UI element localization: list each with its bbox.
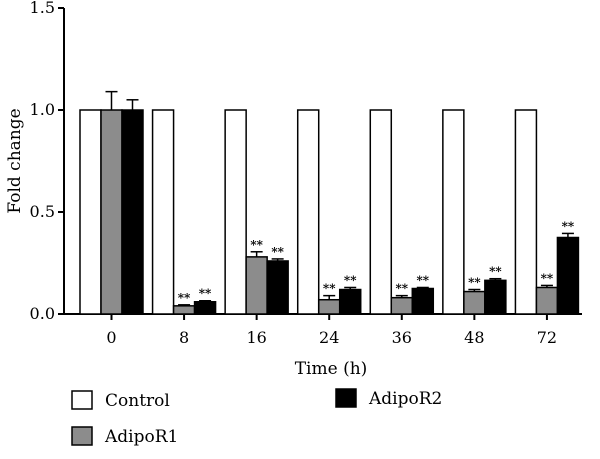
- bar-adipor1-36: [390, 296, 414, 315]
- significance-marker-adipor1-48: **: [468, 276, 481, 290]
- x-tick-label: 24: [319, 328, 339, 347]
- legend-label-control: Control: [105, 391, 170, 411]
- bar-adipor2-16: [266, 260, 289, 315]
- significance-marker-adipor1-36: **: [396, 282, 409, 296]
- y-axis-title: Fold change: [5, 108, 25, 213]
- x-tick-label: 36: [392, 328, 412, 347]
- bar-control-8: [151, 109, 175, 315]
- bar-control-36: [369, 109, 393, 315]
- significance-marker-adipor2-48: **: [489, 265, 502, 279]
- significance-marker-adipor1-8: **: [178, 291, 191, 305]
- bar-adipor1-0: [100, 109, 123, 315]
- legend-swatch-adipor2: [335, 388, 357, 408]
- bar-adipor1-16: [245, 256, 268, 315]
- y-tick-label: 0.5: [30, 202, 55, 221]
- x-tick-label: 0: [106, 328, 116, 347]
- bar-adipor2-36: [411, 287, 435, 315]
- legend: Control AdipoR1 AdipoR2: [71, 388, 442, 447]
- bar-adipor1-48: [463, 290, 486, 315]
- bar-adipor2-72: [556, 236, 580, 315]
- significance-marker-adipor2-72: **: [562, 219, 575, 233]
- x-tick-label: 48: [464, 328, 484, 347]
- x-tick-label: 72: [537, 328, 557, 347]
- y-tick-label: 1.0: [30, 100, 55, 119]
- legend-label-adipor2: AdipoR2: [368, 389, 442, 409]
- bar-adipor1-72: [535, 286, 559, 315]
- significance-marker-adipor1-24: **: [323, 282, 336, 296]
- bar-adipor2-24: [338, 288, 362, 315]
- significance-marker-adipor2-16: **: [271, 245, 284, 259]
- x-tick-label: 16: [246, 328, 266, 347]
- bar-control-16: [224, 109, 247, 315]
- bar-control-24: [296, 109, 320, 315]
- bar-control-72: [514, 109, 538, 315]
- bars: [79, 90, 580, 315]
- bar-control-0: [79, 109, 102, 315]
- significance-marker-adipor1-72: **: [541, 271, 554, 285]
- significance-marker-adipor1-16: **: [250, 238, 263, 252]
- x-tick-label: 8: [179, 328, 189, 347]
- bar-adipor2-8: [193, 301, 217, 315]
- bar-control-48: [442, 109, 465, 315]
- bar-adipor2-0: [121, 109, 144, 315]
- significance-marker-adipor2-36: **: [417, 273, 430, 287]
- labels: 0.0 0.5 1.0 1.5 Fold change 0 8 ** ** 16 ** ** 24 ** *…: [5, 0, 575, 379]
- bar-adipor1-24: [317, 298, 341, 315]
- legend-swatch-adipor1: [71, 426, 93, 446]
- legend-swatch-control: [71, 390, 93, 410]
- significance-marker-adipor2-24: **: [344, 273, 357, 287]
- bar-adipor1-8: [172, 305, 196, 315]
- significance-marker-adipor2-8: **: [199, 287, 212, 301]
- bar-adipor2-48: [484, 279, 507, 315]
- y-tick-label: 0.0: [30, 304, 55, 323]
- x-axis-title: Time (h): [295, 359, 368, 379]
- legend-label-adipor1: AdipoR1: [104, 427, 178, 447]
- y-tick-label: 1.5: [30, 0, 55, 17]
